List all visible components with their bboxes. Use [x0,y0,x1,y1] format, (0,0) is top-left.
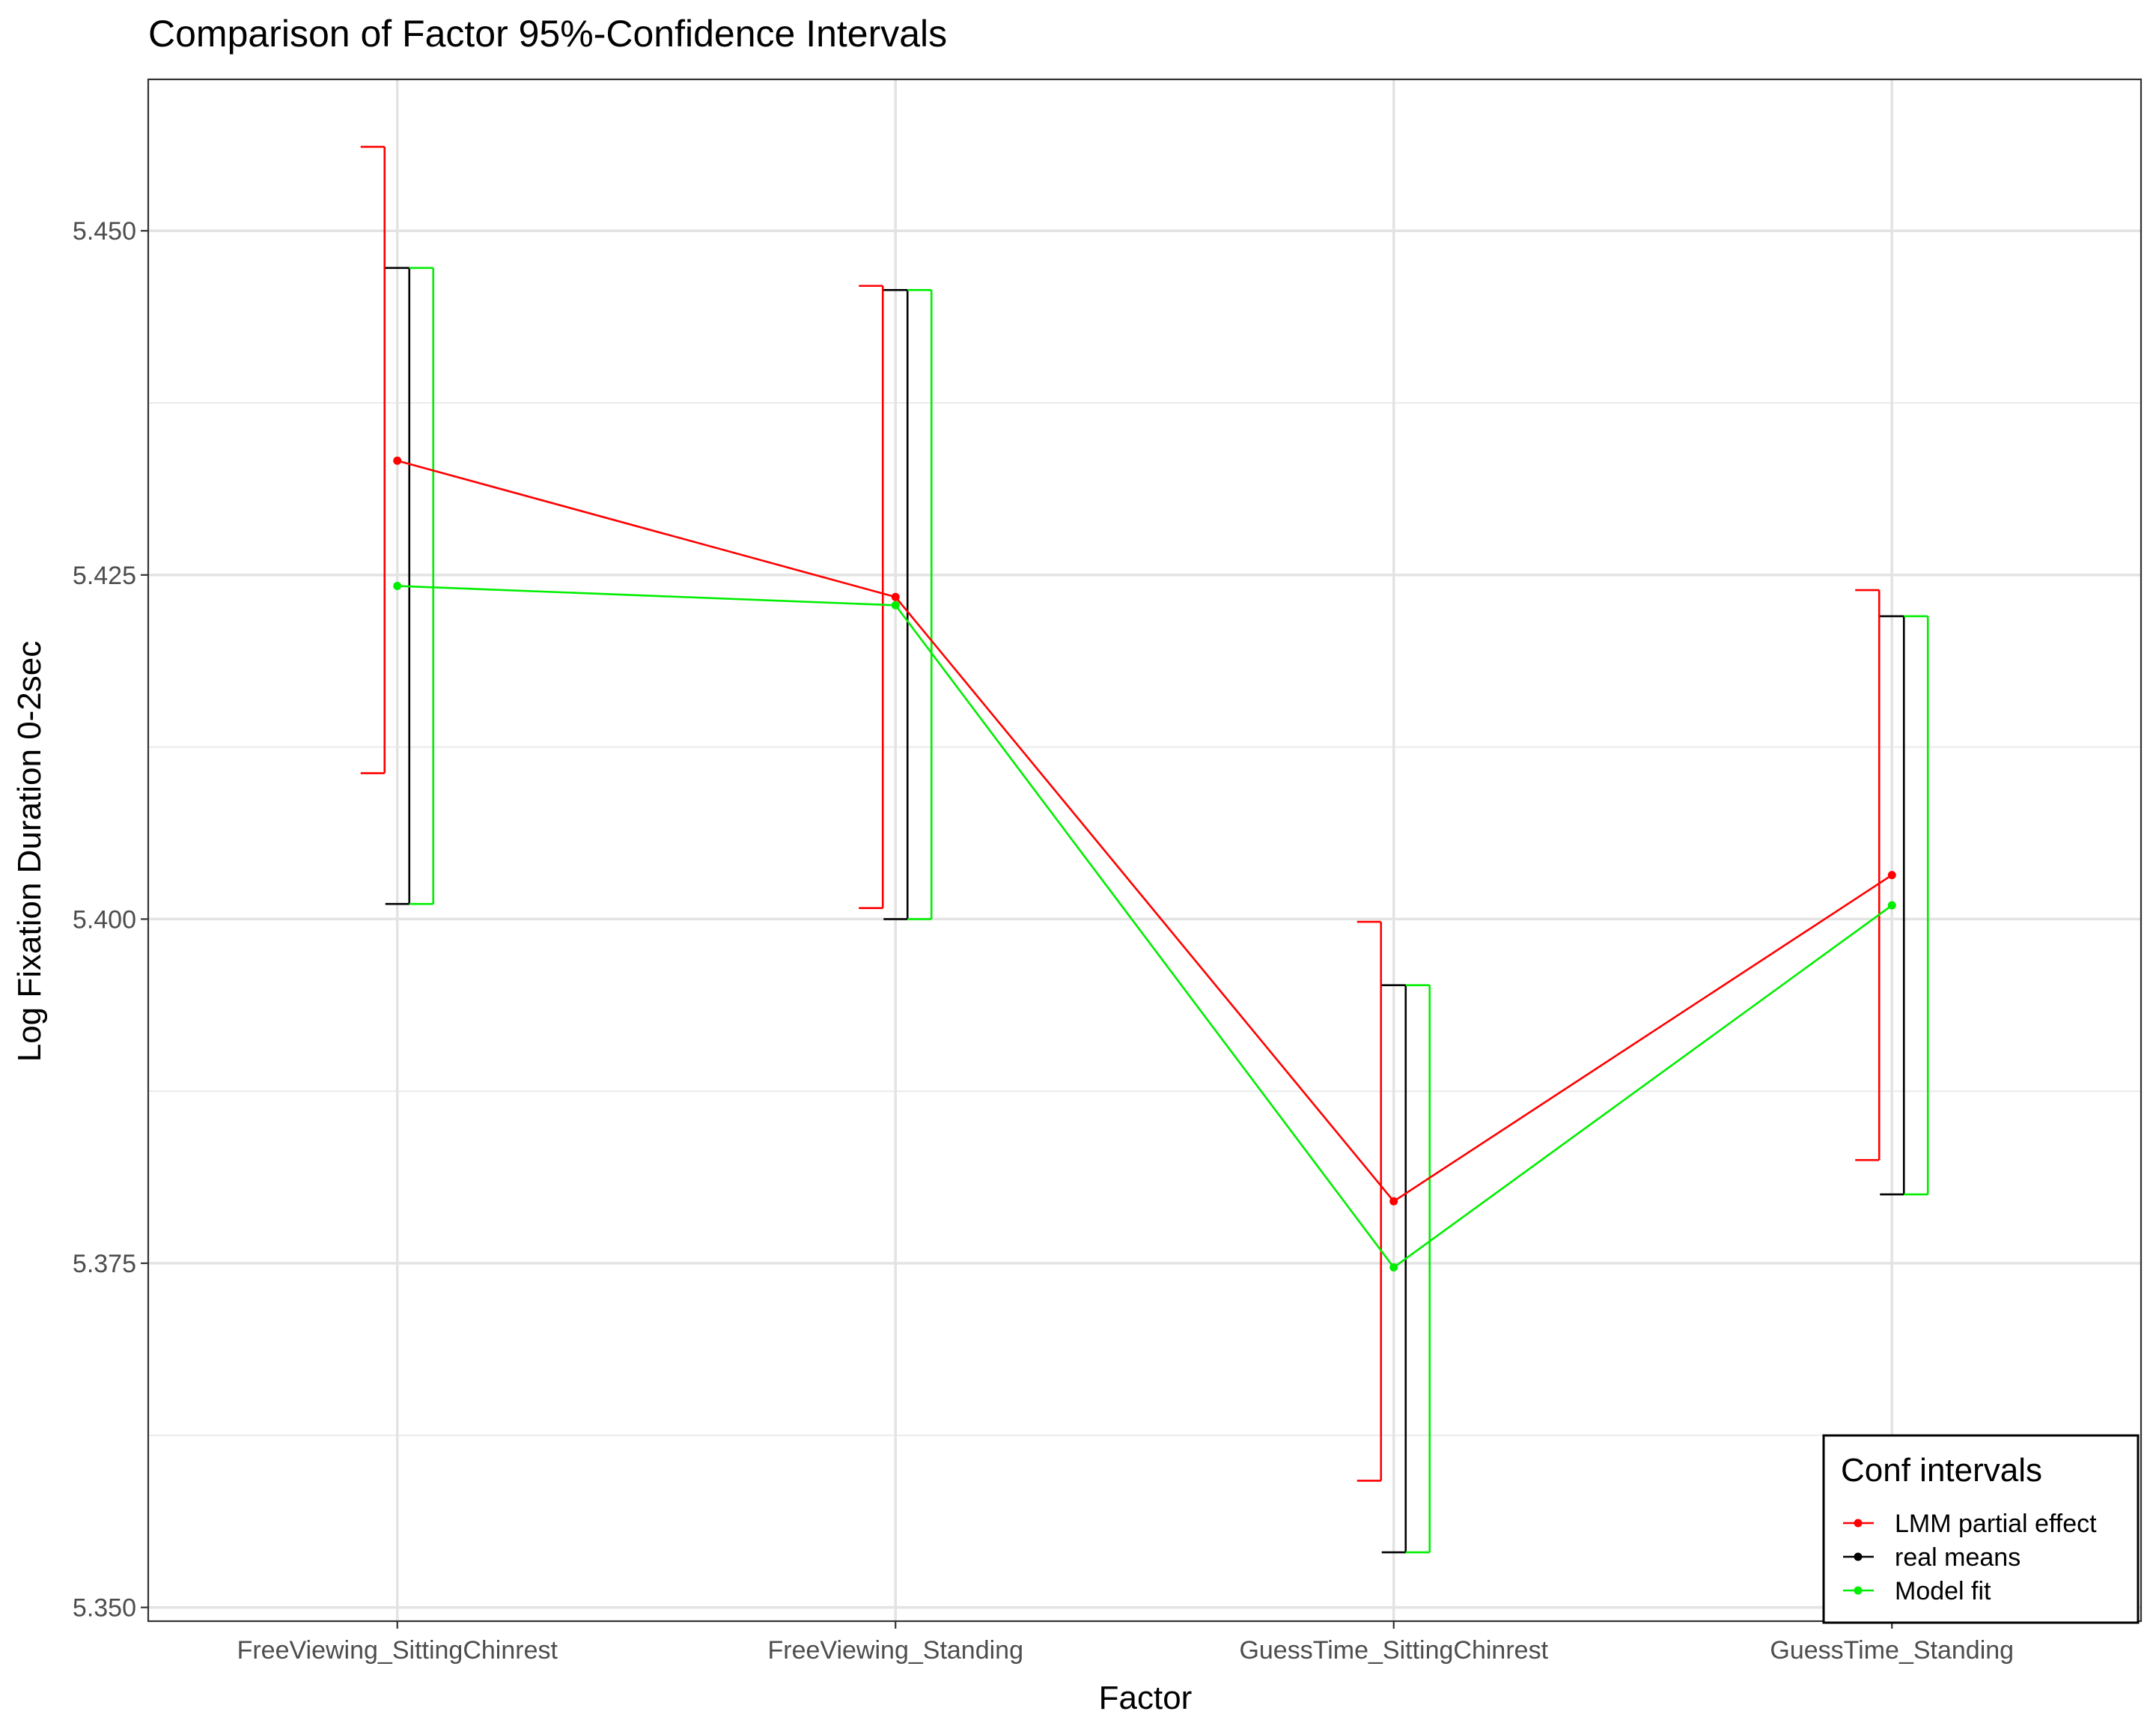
data-point [393,582,402,591]
errorbar [409,267,435,905]
x-tick-label: FreeViewing_Standing [768,1636,1024,1665]
legend: Conf intervals LMM partial effect real me… [1822,1434,2140,1624]
legend-label: LMM partial effect [1895,1510,2097,1538]
data-point [891,592,900,601]
errorbar [1904,615,1929,1196]
errorbar [1381,984,1407,1554]
y-tick-label: 5.450 [73,217,136,246]
y-axis-title: Log Fixation Duration 0-2sec [11,641,48,1063]
data-point [1887,901,1896,910]
errorbar [360,145,386,774]
data-point [1389,1197,1398,1206]
plot-border [147,78,2143,1623]
legend-label: Model fit [1895,1577,1991,1605]
errorbar [883,288,909,920]
chart-title: Comparison of Factor 95%-Confidence Inte… [148,13,947,55]
legend-label: real means [1895,1543,2021,1572]
legend-title: Conf intervals [1841,1452,2042,1489]
axis-layer: 5.350 5.375 5.400 5.425 5.450 FreeViewing_Sit… [73,217,2014,1665]
series-line [397,459,1892,1203]
x-axis-title: Factor [1099,1680,1193,1716]
point-layer [393,456,1896,1272]
x-tick-label: FreeViewing_SittingChinrest [237,1636,558,1665]
legend-key-point [1854,1552,1863,1561]
legend-entry: Model fit [1843,1577,1991,1605]
errorbar [1855,589,1881,1161]
errorbar [1405,984,1431,1554]
legend-key-point [1854,1586,1863,1595]
y-tick-label: 5.400 [73,905,136,934]
x-tick-label: GuessTime_Standing [1770,1636,2014,1665]
errorbar [859,285,884,910]
legend-key-point [1854,1519,1863,1528]
data-point [1887,871,1896,880]
ci-layer [360,145,1929,1554]
legend-entry: real means [1843,1543,2021,1572]
errorbar [907,288,933,920]
data-point [393,456,402,465]
data-point [891,601,900,610]
legend-box [1822,1434,2140,1624]
series-line [397,585,1893,1269]
grid-layer [148,79,2141,1621]
y-tick-label: 5.350 [73,1594,136,1623]
legend-entry: LMM partial effect [1843,1510,2097,1538]
errorbar [1880,615,1905,1196]
y-tick-label: 5.425 [73,562,136,590]
data-point [1389,1263,1398,1272]
line-layer [397,459,1893,1269]
y-tick-label: 5.375 [73,1250,136,1278]
legend-entries: LMM partial effect real means Model fit [1843,1510,2097,1605]
errorbar [1356,920,1383,1482]
x-tick-label: GuessTime_SittingChinrest [1239,1636,1548,1665]
